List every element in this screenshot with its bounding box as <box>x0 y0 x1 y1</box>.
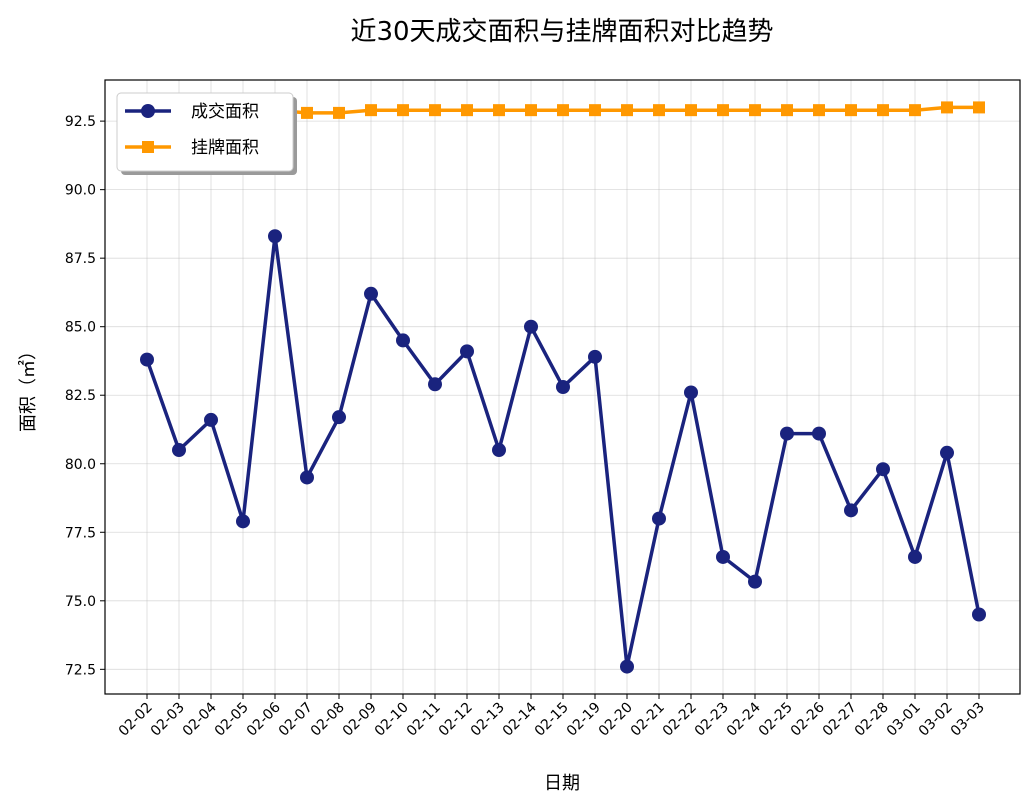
x-tick-label: 02-22 <box>660 700 700 740</box>
x-tick-label: 02-28 <box>852 700 892 740</box>
data-point-deal <box>300 470 314 485</box>
data-point-deal <box>204 412 218 427</box>
x-tick-label: 02-09 <box>340 700 380 740</box>
data-point-listing <box>301 106 313 119</box>
data-point-deal <box>236 514 250 529</box>
data-point-deal <box>716 549 730 564</box>
data-point-deal <box>524 319 538 334</box>
data-point-deal <box>972 607 986 622</box>
data-point-listing <box>365 104 377 117</box>
legend-label-listing: 挂牌面积 <box>191 138 259 158</box>
legend: 成交面积 挂牌面积 <box>116 92 297 175</box>
data-point-deal <box>396 333 410 348</box>
x-tick-label: 02-27 <box>820 700 860 740</box>
data-point-listing <box>557 104 569 117</box>
y-tick-label: 87.5 <box>65 251 96 267</box>
x-tick-label: 02-06 <box>244 699 284 739</box>
data-point-listing <box>845 104 857 117</box>
data-point-listing <box>397 104 409 117</box>
data-point-listing <box>877 104 889 117</box>
y-tick-label: 90.0 <box>65 183 96 199</box>
data-point-listing <box>717 104 729 117</box>
data-point-listing <box>461 104 473 117</box>
data-point-deal <box>940 445 954 460</box>
data-point-listing <box>749 104 761 117</box>
data-point-listing <box>333 106 345 119</box>
x-tick-label: 02-20 <box>596 700 636 740</box>
series-layer <box>140 101 986 674</box>
data-point-deal <box>748 574 762 589</box>
x-tick-label: 02-24 <box>724 699 764 739</box>
legend-marker-deal <box>141 104 155 118</box>
data-point-deal <box>492 443 506 458</box>
x-tick-label: 02-15 <box>532 700 572 740</box>
data-point-listing <box>685 104 697 117</box>
data-point-listing <box>621 104 633 117</box>
data-point-listing <box>813 104 825 117</box>
data-point-listing <box>973 101 985 114</box>
data-point-listing <box>429 104 441 117</box>
data-point-deal <box>332 410 346 425</box>
y-tick-label: 80.0 <box>65 457 96 473</box>
x-tick-label: 02-21 <box>628 700 668 740</box>
x-tick-label: 03-03 <box>948 700 988 740</box>
x-tick-label: 02-08 <box>308 700 348 740</box>
x-tick-label: 02-19 <box>564 700 604 740</box>
x-tick-label: 02-05 <box>212 700 252 740</box>
data-point-deal <box>876 462 890 477</box>
data-point-deal <box>268 229 282 244</box>
x-tick-label: 03-02 <box>916 700 956 740</box>
data-point-deal <box>172 443 186 458</box>
y-tick-label: 75.0 <box>65 594 96 610</box>
x-axis-title: 日期 <box>544 773 580 794</box>
data-point-deal <box>812 426 826 441</box>
x-tick-label: 03-01 <box>884 700 924 740</box>
x-tick-label: 02-12 <box>436 700 476 740</box>
data-point-listing <box>653 104 665 117</box>
data-point-listing <box>525 104 537 117</box>
x-axis: 02-0202-0302-0402-0502-0602-0702-0802-09… <box>116 694 988 740</box>
x-tick-label: 02-10 <box>372 700 412 740</box>
x-tick-label: 02-03 <box>148 700 188 740</box>
data-point-deal <box>556 380 570 394</box>
x-tick-label: 02-26 <box>788 699 828 739</box>
data-point-deal <box>908 549 922 564</box>
data-point-deal <box>620 659 634 674</box>
chart-title: 近30天成交面积与挂牌面积对比趋势 <box>350 17 773 47</box>
x-tick-label: 02-25 <box>756 700 796 740</box>
legend-label-deal: 成交面积 <box>191 102 259 122</box>
y-tick-label: 85.0 <box>65 320 96 336</box>
data-point-deal <box>364 286 378 301</box>
data-point-deal <box>428 377 442 392</box>
data-point-listing <box>781 104 793 117</box>
data-point-listing <box>493 104 505 117</box>
data-point-listing <box>909 104 921 117</box>
data-point-deal <box>844 503 858 518</box>
data-point-deal <box>588 349 602 364</box>
data-point-deal <box>652 511 666 526</box>
x-tick-label: 02-11 <box>404 700 444 740</box>
data-point-deal <box>780 426 794 441</box>
x-tick-label: 02-14 <box>500 699 540 739</box>
y-tick-label: 82.5 <box>65 388 96 404</box>
data-point-listing <box>589 104 601 117</box>
y-axis-title: 面积（㎡） <box>17 342 39 432</box>
y-axis: 72.5 75.0 77.5 80.0 82.5 85.0 87.5 90.0 92.5 <box>65 114 105 678</box>
y-tick-label: 92.5 <box>65 114 96 130</box>
data-point-deal <box>140 352 154 367</box>
x-tick-label: 02-23 <box>692 700 732 740</box>
grid <box>105 80 1020 694</box>
y-tick-label: 77.5 <box>65 525 96 541</box>
data-point-deal <box>460 344 474 359</box>
x-tick-label: 02-07 <box>276 700 316 740</box>
y-tick-label: 72.5 <box>65 662 96 678</box>
data-point-deal <box>684 385 698 400</box>
data-point-listing <box>941 101 953 114</box>
legend-marker-listing <box>142 141 154 153</box>
x-tick-label: 02-02 <box>116 700 156 740</box>
x-tick-label: 02-13 <box>468 700 508 740</box>
x-tick-label: 02-04 <box>180 699 220 739</box>
